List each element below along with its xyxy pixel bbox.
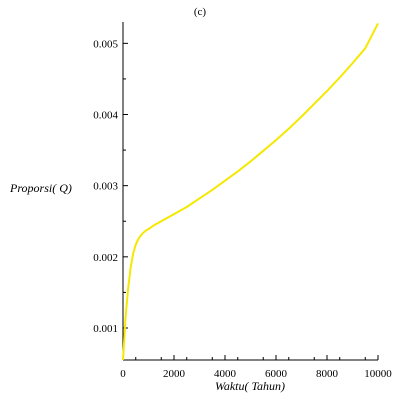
axes: 0 2000 4000 6000 8000 10000 0.001 0.002 0.003 0.0… <box>93 22 392 380</box>
series-line <box>122 22 379 361</box>
y-tick-label: 0.005 <box>93 38 118 50</box>
y-tick-label: 0.004 <box>93 110 118 122</box>
y-tick-label: 0.003 <box>93 181 118 193</box>
y-axis-label: Proporsi( Q) <box>9 181 72 195</box>
x-tick-label: 0 <box>120 368 126 380</box>
x-tick-label: 6000 <box>265 368 288 380</box>
x-tick-label: 4000 <box>214 368 237 380</box>
y-tick-label: 0.001 <box>93 323 118 335</box>
x-tick-label: 8000 <box>316 368 339 380</box>
y-tick-label: 0.002 <box>93 252 118 264</box>
x-tick-label: 2000 <box>163 368 186 380</box>
x-tick-label: 10000 <box>364 368 392 380</box>
x-axis-label: Waktu( Tahun) <box>215 379 285 393</box>
chart-title: (c) <box>194 6 207 18</box>
plot-area <box>122 22 379 361</box>
